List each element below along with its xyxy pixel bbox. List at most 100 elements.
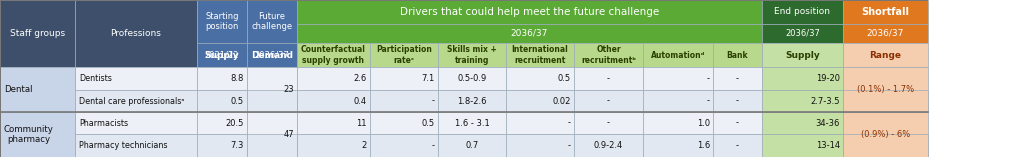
Text: 0.7: 0.7 [465, 141, 478, 150]
Bar [762, 0, 843, 24]
Bar [574, 134, 643, 157]
Text: 2.7-3.5: 2.7-3.5 [811, 97, 840, 106]
Bar [643, 90, 713, 112]
Text: 1.6 - 3.1: 1.6 - 3.1 [455, 119, 489, 127]
Text: End position: End position [774, 8, 830, 16]
Text: Supply: Supply [205, 51, 240, 60]
Text: International
recruitment: International recruitment [512, 45, 568, 65]
Text: 1.6: 1.6 [696, 141, 710, 150]
Text: Participation
rateᶜ: Participation rateᶜ [376, 45, 432, 65]
Text: 0.9-2.4: 0.9-2.4 [594, 141, 624, 150]
Bar [762, 24, 843, 43]
Bar [506, 67, 574, 90]
Text: Staff groups: Staff groups [10, 29, 66, 38]
Bar [75, 112, 197, 134]
Text: -: - [568, 119, 571, 127]
Text: -: - [607, 74, 610, 83]
Text: -: - [707, 74, 710, 83]
Text: Drivers that could help meet the future challenge: Drivers that could help meet the future … [400, 7, 659, 17]
Bar [843, 67, 928, 112]
Text: Demand: Demand [251, 51, 293, 60]
Bar [713, 90, 762, 112]
Bar [438, 67, 506, 90]
Bar [297, 134, 370, 157]
Bar [713, 112, 762, 134]
Bar [843, 0, 928, 24]
Bar [75, 134, 197, 157]
Text: Dental care professionalsᵃ: Dental care professionalsᵃ [79, 97, 184, 106]
Bar [247, 67, 297, 112]
Text: 2021/22: 2021/22 [205, 51, 240, 60]
Bar [843, 134, 928, 157]
Text: -: - [736, 74, 739, 83]
Bar [197, 43, 247, 67]
Bar [197, 0, 247, 43]
Text: -: - [607, 119, 610, 127]
Bar [370, 112, 438, 134]
Text: -: - [736, 119, 739, 127]
Bar [713, 43, 762, 67]
Bar [370, 67, 438, 90]
Bar [197, 67, 247, 90]
Text: Community
pharmacy: Community pharmacy [4, 125, 54, 144]
Text: Pharmacy technicians: Pharmacy technicians [79, 141, 168, 150]
Text: 1.0: 1.0 [697, 119, 710, 127]
Bar [0, 0, 75, 67]
Bar [370, 90, 438, 112]
Text: 2.6: 2.6 [353, 74, 367, 83]
Bar [297, 43, 370, 67]
Text: 7.1: 7.1 [422, 74, 435, 83]
Bar [574, 67, 643, 90]
Text: 20.5: 20.5 [225, 119, 244, 127]
Bar [506, 43, 574, 67]
Text: 0.5: 0.5 [230, 97, 244, 106]
Text: Bank: Bank [727, 51, 749, 60]
Text: Counterfactual
supply growth: Counterfactual supply growth [301, 45, 366, 65]
Text: 0.5: 0.5 [422, 119, 435, 127]
Bar [506, 134, 574, 157]
Bar [438, 43, 506, 67]
Text: Future
challenge: Future challenge [252, 12, 293, 31]
Bar [197, 43, 247, 67]
Text: Automationᵈ: Automationᵈ [651, 51, 706, 60]
Bar [297, 112, 370, 134]
Text: Professions: Professions [111, 29, 162, 38]
Text: -: - [736, 97, 739, 106]
Text: 2036/37: 2036/37 [511, 29, 548, 38]
Bar [297, 24, 762, 43]
Bar [75, 0, 197, 67]
Bar [574, 112, 643, 134]
Bar [643, 43, 713, 67]
Bar [843, 112, 928, 157]
Bar [197, 90, 247, 112]
Bar [370, 43, 438, 67]
Bar [438, 112, 506, 134]
Text: 34-36: 34-36 [816, 119, 840, 127]
Text: -: - [707, 97, 710, 106]
Text: Dentists: Dentists [79, 74, 112, 83]
Bar [297, 0, 762, 24]
Bar [297, 90, 370, 112]
Text: (0.1%) - 1.7%: (0.1%) - 1.7% [857, 85, 914, 94]
Text: -: - [432, 97, 435, 106]
Bar [247, 43, 297, 67]
Text: 2036/37: 2036/37 [785, 29, 820, 38]
Bar [247, 134, 297, 157]
Text: 13-14: 13-14 [816, 141, 840, 150]
Text: Dental: Dental [4, 85, 33, 94]
Bar [438, 134, 506, 157]
Text: Range: Range [869, 51, 901, 60]
Text: 23: 23 [284, 85, 294, 94]
Bar [574, 43, 643, 67]
Text: Pharmacists: Pharmacists [79, 119, 128, 127]
Bar [713, 67, 762, 90]
Bar [762, 134, 843, 157]
Bar [75, 90, 197, 112]
Text: 11: 11 [356, 119, 367, 127]
Bar [197, 112, 247, 134]
Bar [762, 90, 843, 112]
Bar [247, 90, 297, 112]
Bar [438, 90, 506, 112]
Text: 7.3: 7.3 [230, 141, 244, 150]
Text: 8.8: 8.8 [230, 74, 244, 83]
